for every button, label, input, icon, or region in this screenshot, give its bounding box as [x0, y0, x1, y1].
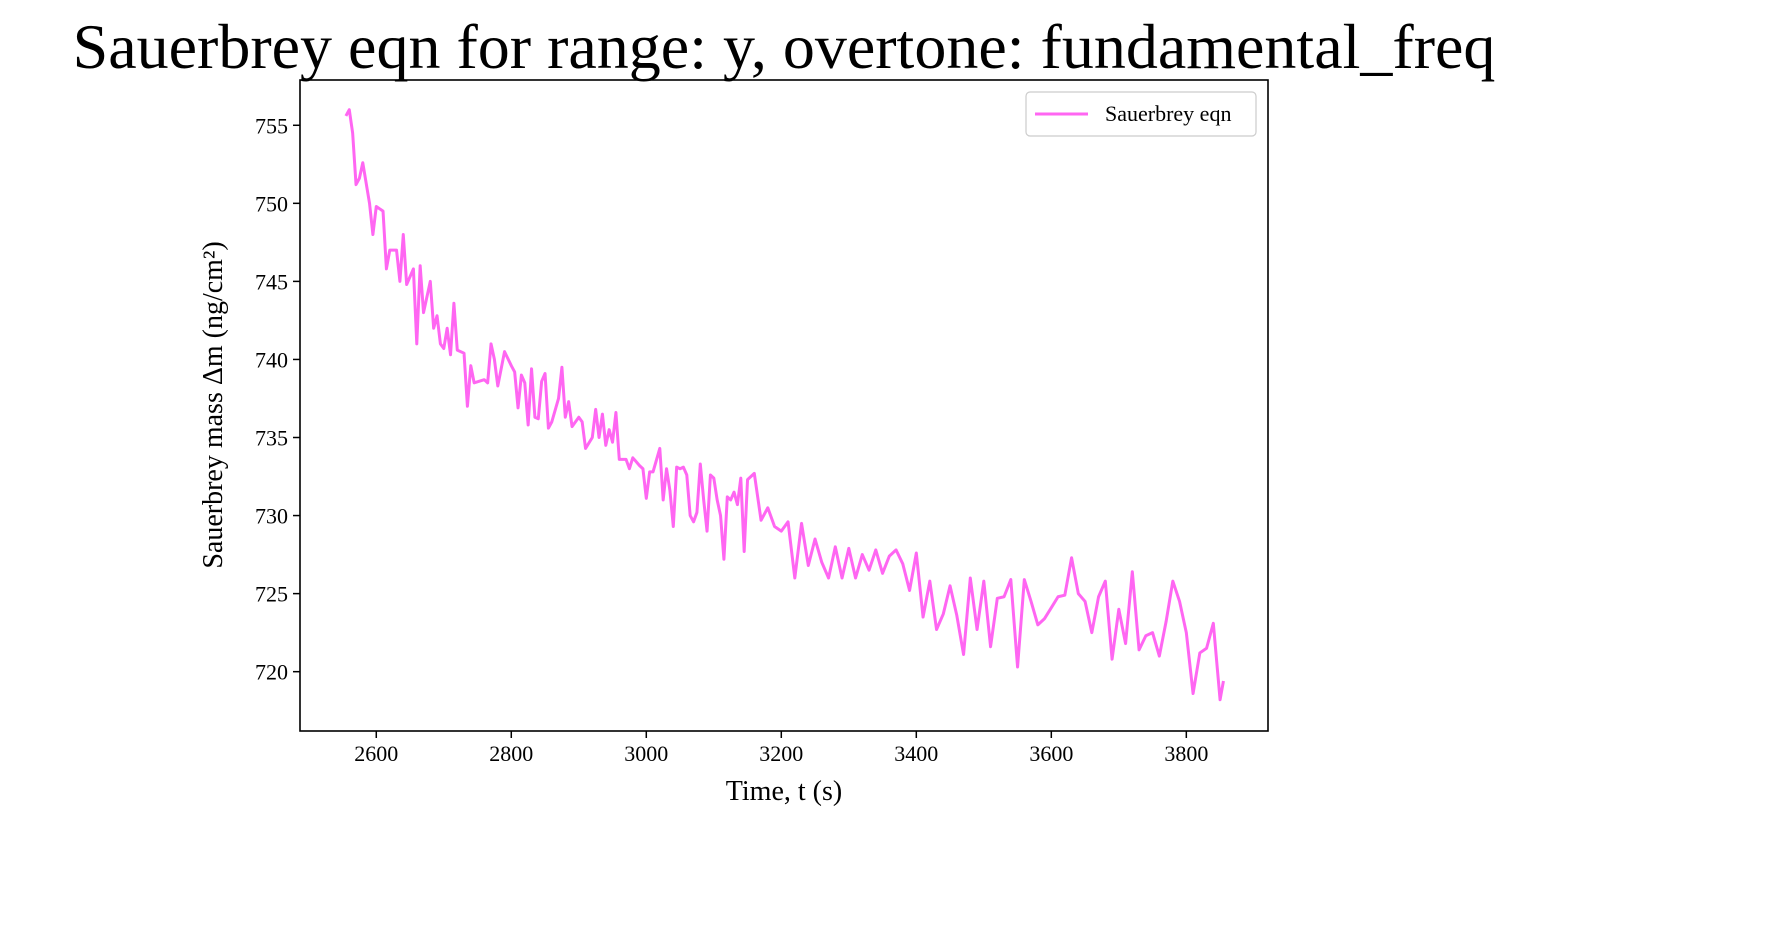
legend-label: Sauerbrey eqn	[1105, 101, 1231, 126]
x-axis-label: Time, t (s)	[726, 776, 842, 807]
x-tick-label: 2800	[489, 741, 533, 766]
y-axis-label: Sauerbrey mass Δm (ng/cm²)	[198, 241, 229, 568]
x-tick-label: 3400	[894, 741, 938, 766]
y-tick-label: 755	[255, 113, 288, 138]
y-tick-label: 720	[255, 660, 288, 685]
y-tick-label: 725	[255, 582, 288, 607]
x-tick-label: 3600	[1029, 741, 1073, 766]
y-tick-label: 745	[255, 269, 288, 294]
y-tick-label: 740	[255, 347, 288, 372]
legend-box	[1025, 91, 1257, 137]
x-tick-label: 2600	[354, 741, 398, 766]
x-tick-label: 3000	[624, 741, 668, 766]
chart-title: Sauerbrey eqn for range: y, overtone: fu…	[73, 11, 1496, 82]
y-tick-label: 750	[255, 191, 288, 216]
plot-frame	[299, 79, 1269, 732]
x-tick-label: 3200	[759, 741, 803, 766]
x-tick-label: 3800	[1164, 741, 1208, 766]
data-line	[344, 108, 1225, 702]
y-tick-label: 730	[255, 504, 288, 529]
y-tick-label: 735	[255, 426, 288, 451]
